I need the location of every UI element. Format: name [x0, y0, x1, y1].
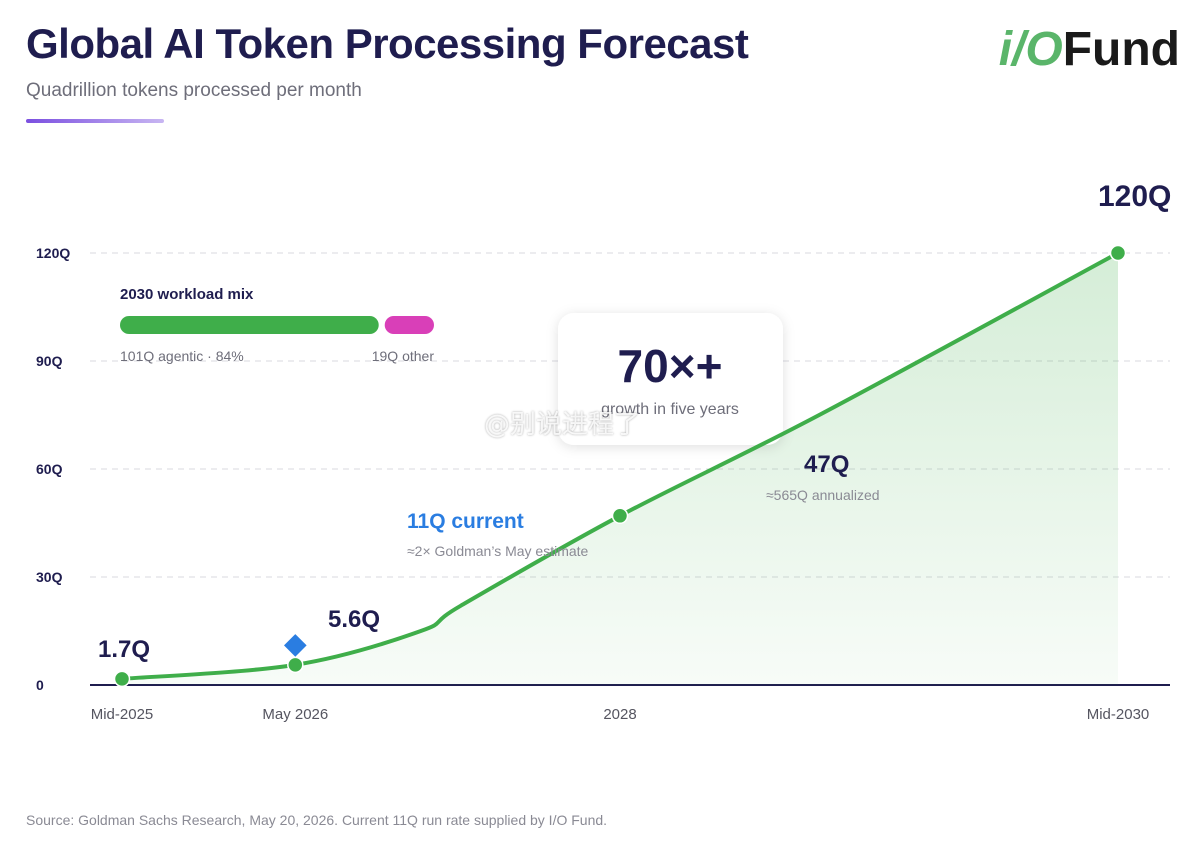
- y-tick-label: 30Q: [36, 569, 63, 585]
- current-note: ≈2× Goldman’s May estimate: [407, 543, 589, 559]
- mix-label-agentic: 101Q agentic · 84%: [120, 348, 244, 364]
- chart-title: Global AI Token Processing Forecast: [26, 20, 749, 67]
- marks-layer: [113, 244, 1127, 688]
- iofund-logo: i/O Fund: [999, 26, 1180, 74]
- y-tick-label: 90Q: [36, 353, 63, 369]
- y-tick-label: 60Q: [36, 461, 63, 477]
- growth-callout: 70×+ growth in five years: [558, 313, 783, 445]
- mix-bar-other: [384, 316, 434, 334]
- callout-text: growth in five years: [601, 401, 739, 418]
- x-tick-label: May 2026: [262, 706, 328, 723]
- data-point: [1109, 244, 1127, 262]
- annotation-annualized: ≈565Q annualized: [766, 487, 880, 503]
- x-tick-label: Mid-2025: [91, 706, 154, 723]
- mix-label-other: 19Q other: [372, 348, 435, 364]
- data-point: [113, 670, 131, 688]
- point-label-120q: 120Q: [1098, 180, 1171, 213]
- data-point: [611, 507, 629, 525]
- point-label-1-7q: 1.7Q: [98, 636, 150, 663]
- mix-bar-agentic: [120, 316, 379, 334]
- series-area: [122, 253, 1118, 685]
- logo-fund-text: Fund: [1062, 23, 1180, 76]
- mix-title: 2030 workload mix: [120, 286, 254, 303]
- data-point: [287, 656, 304, 674]
- x-tick-label: 2028: [603, 706, 636, 723]
- workload-mix: 2030 workload mix 101Q agentic · 84% 19Q…: [120, 286, 434, 364]
- y-tick-label: 120Q: [36, 245, 70, 261]
- point-label-47q: 47Q: [804, 451, 849, 478]
- logo-io-mark: i/O: [998, 23, 1063, 76]
- x-tick-label: Mid-2030: [1087, 706, 1150, 723]
- chart-subtitle: Quadrillion tokens processed per month: [26, 80, 362, 101]
- source-footnote: Source: Goldman Sachs Research, May 20, …: [26, 812, 608, 828]
- current-marker: [283, 634, 307, 657]
- callout-card: [558, 313, 783, 445]
- y-tick-label: 0: [36, 677, 44, 693]
- labels-layer: 1.7Q 5.6Q 47Q ≈565Q annualized 120Q 11Q …: [98, 180, 1171, 663]
- accent-divider: [26, 119, 164, 123]
- point-label-5-6q: 5.6Q: [328, 606, 380, 633]
- current-label: 11Q current: [407, 510, 524, 533]
- callout-value: 70×+: [618, 340, 723, 392]
- area-layer: [122, 253, 1118, 685]
- weibo-watermark: @别说进程了: [484, 410, 641, 440]
